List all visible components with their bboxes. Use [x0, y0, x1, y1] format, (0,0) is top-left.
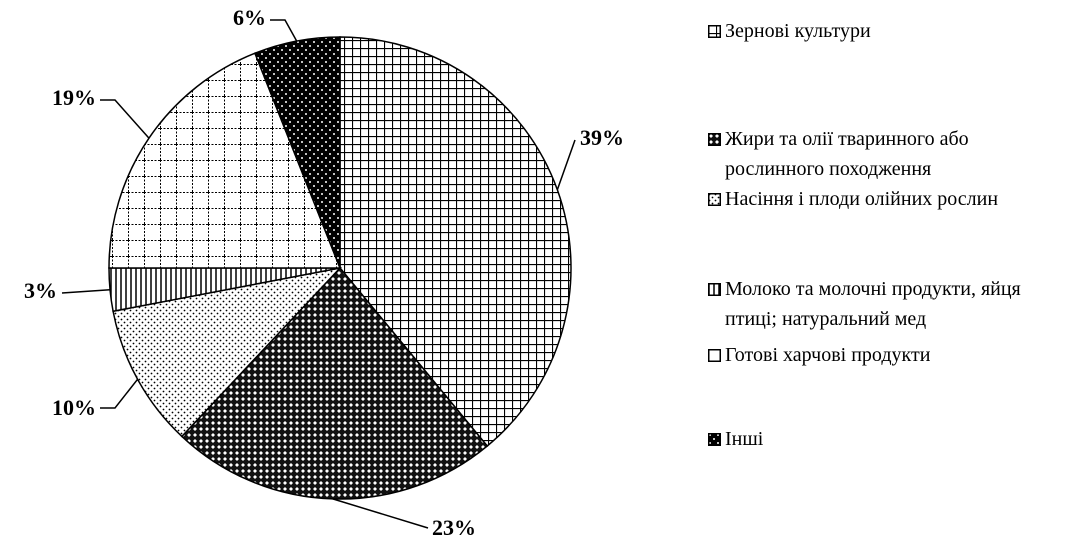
legend-swatch-fill: [708, 283, 721, 296]
legend-item: Зернові культури: [708, 16, 871, 46]
legend-label: Інші: [725, 428, 764, 450]
legend-swatch: [708, 133, 721, 146]
leader-line: [332, 498, 429, 529]
pie-slice: [253, 36, 341, 269]
data-label: 6%: [233, 5, 266, 30]
legend-label: Зернові культури: [725, 20, 871, 42]
legend-swatch-fill: [708, 349, 721, 362]
data-label: 10%: [52, 395, 96, 420]
legend-item: Насіння і плоди олійних рослин: [708, 184, 998, 214]
legend-label: Готові харчові продукти: [725, 344, 931, 366]
leader-line: [556, 139, 576, 191]
legend-item: Молоко та молочні продукти, яйця птиці; …: [708, 274, 1048, 334]
legend-swatch: [708, 349, 721, 362]
leader-line: [100, 378, 139, 409]
leader-line: [100, 99, 150, 139]
legend-swatch: [708, 25, 721, 38]
leader-line: [270, 19, 298, 42]
legend-item: Готові харчові продукти: [708, 340, 930, 370]
legend-swatch-fill: [708, 25, 721, 38]
legend-item: Жири та олії тваринного або рослинного п…: [708, 124, 1048, 184]
legend-label: Насіння і плоди олійних рослин: [725, 188, 999, 210]
legend-label: Молоко та молочні продукти, яйця птиці; …: [725, 278, 1021, 330]
data-label: 39%: [580, 125, 624, 150]
data-label: 23%: [432, 515, 476, 540]
data-label: 3%: [24, 278, 57, 303]
legend-swatch-fill: [708, 433, 721, 446]
data-label: 19%: [52, 85, 96, 110]
legend-label: Жири та олії тваринного або рослинного п…: [725, 128, 969, 180]
legend-swatch: [708, 193, 721, 206]
legend-swatch: [708, 283, 721, 296]
leader-line: [61, 288, 111, 294]
legend-item: Інші: [708, 424, 763, 454]
pie-slice: [112, 266, 343, 438]
legend-swatch-fill: [708, 133, 721, 146]
pie-slice: [339, 36, 572, 448]
pie-slice: [180, 266, 489, 500]
legend-swatch-fill: [708, 193, 721, 206]
legend-swatch: [708, 433, 721, 446]
